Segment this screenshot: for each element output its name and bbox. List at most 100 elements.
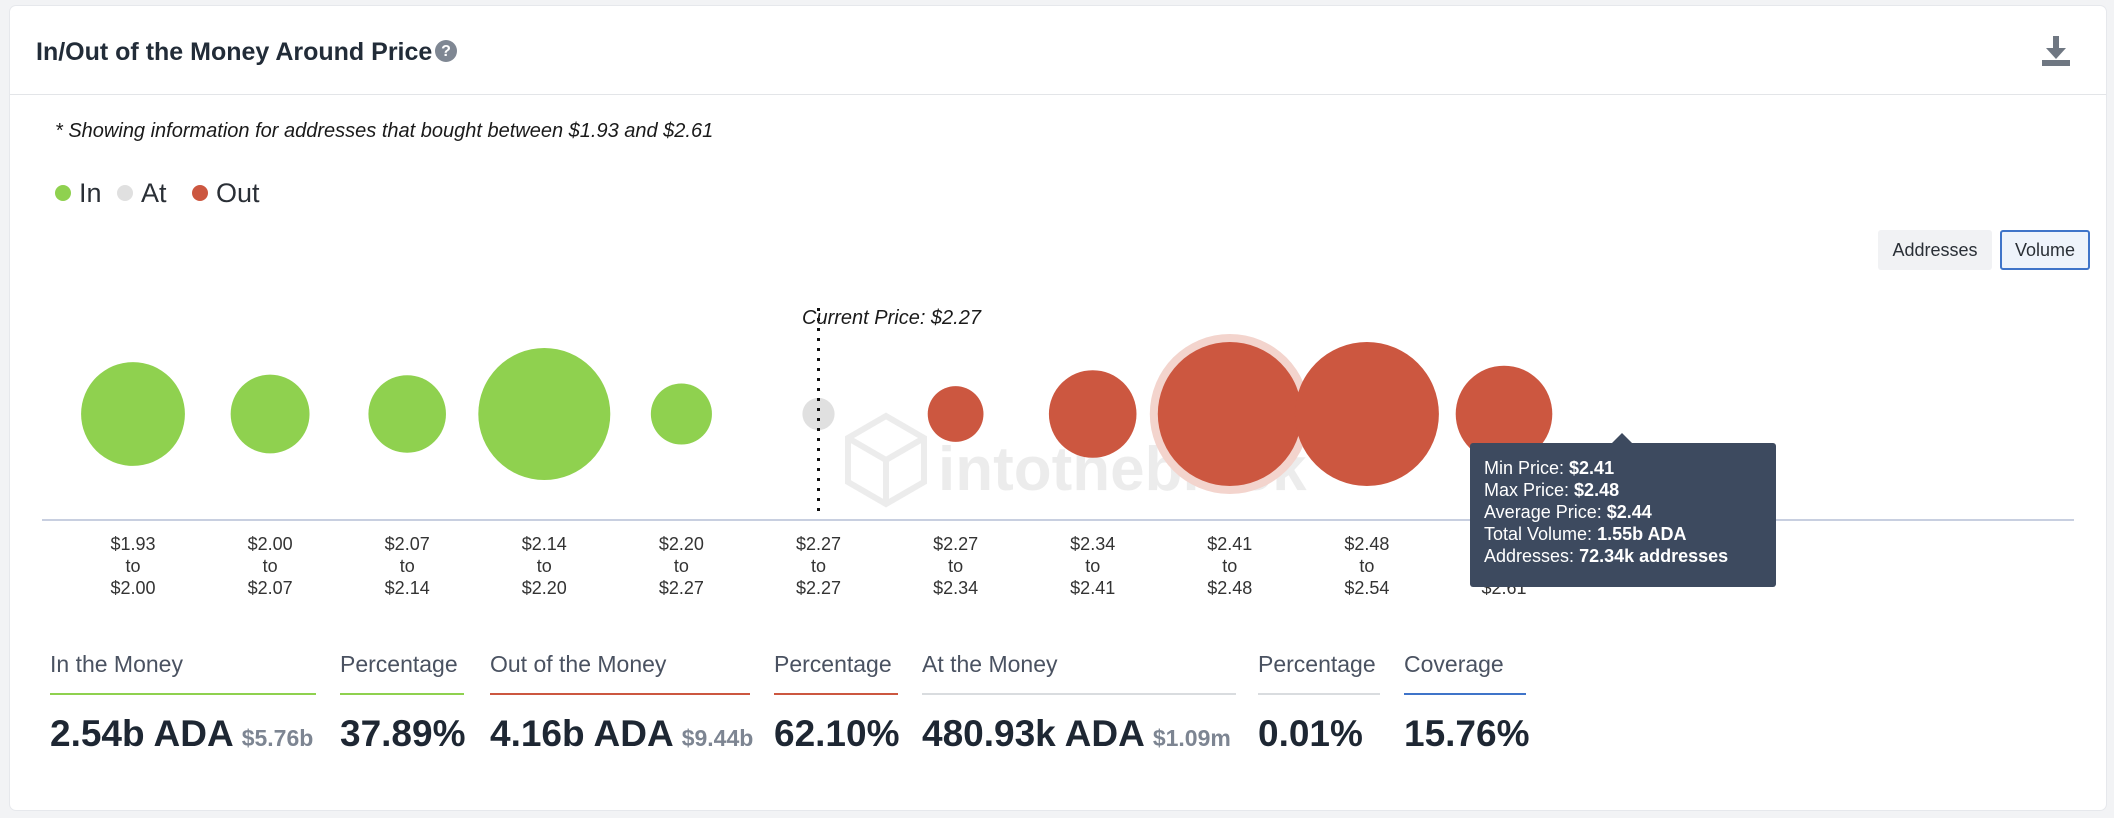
x-tick-label: $2.14 bbox=[522, 534, 567, 554]
x-tick-label: $2.00 bbox=[110, 578, 155, 598]
x-tick-label: $2.00 bbox=[248, 534, 293, 554]
x-tick-label-to: to bbox=[400, 556, 415, 576]
stat-label: Out of the Money bbox=[490, 651, 667, 677]
x-tick-label-to: to bbox=[811, 556, 826, 576]
tooltip-min-price: $2.41 bbox=[1569, 458, 1615, 478]
stat-usd-value: $9.44b bbox=[681, 725, 754, 751]
stat-label: In the Money bbox=[50, 651, 183, 677]
x-tick-label-to: to bbox=[1359, 556, 1374, 576]
x-tick-label: $2.27 bbox=[659, 578, 704, 598]
stat-underline bbox=[340, 693, 464, 695]
download-icon[interactable] bbox=[2040, 34, 2072, 68]
stat-underline bbox=[922, 693, 1236, 695]
x-tick-label: $2.48 bbox=[1207, 578, 1252, 598]
x-tick-label: $2.48 bbox=[1344, 534, 1389, 554]
tooltip-avg-price-label: Average Price: bbox=[1484, 502, 1602, 522]
addresses-toggle-button[interactable]: Addresses bbox=[1878, 230, 1992, 270]
stat-usd-value: $5.76b bbox=[241, 725, 314, 751]
x-tick-label-to: to bbox=[125, 556, 140, 576]
legend-label-out: Out bbox=[216, 177, 260, 208]
tooltip-arrow bbox=[1612, 433, 1632, 443]
question-circle-icon[interactable]: ? bbox=[434, 39, 458, 63]
x-tick-label: $2.41 bbox=[1207, 534, 1252, 554]
legend-label-at: At bbox=[141, 177, 167, 208]
stat-in-percentage: Percentage 37.89% bbox=[340, 651, 466, 755]
stat-label: Coverage bbox=[1404, 651, 1504, 677]
svg-text:?: ? bbox=[441, 43, 451, 60]
legend-label-in: In bbox=[79, 177, 102, 208]
x-tick-label: $2.14 bbox=[385, 578, 430, 598]
legend-dot-in bbox=[55, 185, 71, 201]
bubble-out[interactable] bbox=[1455, 365, 1553, 463]
stat-underline bbox=[50, 693, 316, 695]
tooltip-max-price-label: Max Price: bbox=[1484, 480, 1570, 500]
bubble-at[interactable] bbox=[802, 397, 835, 431]
x-tick-label: $2.34 bbox=[1070, 534, 1115, 554]
stat-value: 62.10% bbox=[774, 713, 900, 754]
card-header: In/Out of the Money Around Price ? bbox=[10, 6, 2106, 95]
x-tick-label: $2.41 bbox=[1070, 578, 1115, 598]
x-tick-label: $2.34 bbox=[933, 578, 978, 598]
tooltip-max-price: $2.48 bbox=[1574, 480, 1620, 500]
stat-label: Percentage bbox=[340, 651, 458, 677]
stat-underline bbox=[1404, 693, 1526, 695]
x-tick-label: $2.07 bbox=[248, 578, 293, 598]
tooltip-addresses-label: Addresses: bbox=[1484, 546, 1575, 566]
tooltip-total-volume: 1.55b ADA bbox=[1597, 524, 1687, 544]
stat-coverage: Coverage 15.76% bbox=[1404, 651, 1530, 755]
tooltip-addresses: 72.34k addresses bbox=[1579, 546, 1729, 566]
stat-value: 0.01% bbox=[1258, 713, 1363, 754]
x-tick-label-to: to bbox=[1222, 556, 1237, 576]
current-price-label: Current Price: $2.27 bbox=[802, 307, 982, 329]
x-tick-label: $2.27 bbox=[796, 578, 841, 598]
range-note: * Showing information for addresses that… bbox=[55, 120, 714, 142]
bubble-in[interactable] bbox=[478, 348, 611, 480]
stat-underline bbox=[1258, 693, 1380, 695]
chart-card: In/Out of the Money Around Price ? * Sho… bbox=[10, 6, 2106, 810]
stat-at-percentage: Percentage 0.01% bbox=[1258, 651, 1380, 755]
x-tick-label: $2.20 bbox=[522, 578, 567, 598]
x-tick-label: $1.93 bbox=[110, 534, 155, 554]
stat-out-of-the-money: Out of the Money 4.16b ADA $9.44b bbox=[490, 651, 753, 755]
stat-underline bbox=[774, 693, 898, 695]
stat-value: 15.76% bbox=[1404, 713, 1530, 754]
bubble-in[interactable] bbox=[81, 362, 185, 466]
x-tick-label-to: to bbox=[674, 556, 689, 576]
bubble-in[interactable] bbox=[368, 375, 446, 453]
legend-item-in[interactable]: In bbox=[55, 178, 102, 208]
stat-value: 37.89% bbox=[340, 713, 466, 754]
legend-dot-out bbox=[192, 185, 208, 201]
volume-toggle-button[interactable]: Volume bbox=[2000, 230, 2090, 270]
stat-label: At the Money bbox=[922, 651, 1058, 677]
bubble-in[interactable] bbox=[230, 374, 310, 454]
bubble-chart: intotheblock $1.93to$2.00$2.00to$2.07$2.… bbox=[42, 307, 2074, 598]
x-tick-label: $2.27 bbox=[796, 534, 841, 554]
x-tick-label: $2.20 bbox=[659, 534, 704, 554]
card-title: In/Out of the Money Around Price bbox=[36, 38, 433, 66]
stat-out-percentage: Percentage 62.10% bbox=[774, 651, 900, 755]
x-tick-label: $2.07 bbox=[385, 534, 430, 554]
legend-dot-at bbox=[117, 185, 133, 201]
tooltip-min-price-label: Min Price: bbox=[1484, 458, 1565, 478]
bubble-in[interactable] bbox=[650, 383, 712, 445]
bubble-out[interactable] bbox=[1157, 342, 1302, 486]
x-tick-label-to: to bbox=[948, 556, 963, 576]
x-tick-label: $2.27 bbox=[933, 534, 978, 554]
x-tick-label-to: to bbox=[263, 556, 278, 576]
x-tick-label-to: to bbox=[1085, 556, 1100, 576]
bubble-out[interactable] bbox=[1048, 370, 1137, 458]
bubble-tooltip: Min Price: $2.41 Max Price: $2.48 Averag… bbox=[1470, 433, 1776, 587]
legend-item-out[interactable]: Out bbox=[192, 178, 260, 208]
tooltip-avg-price: $2.44 bbox=[1606, 502, 1652, 522]
stat-value: 2.54b ADA bbox=[50, 713, 234, 754]
bubble-out[interactable] bbox=[927, 386, 984, 442]
stat-underline bbox=[490, 693, 750, 695]
stat-value: 480.93k ADA bbox=[922, 713, 1145, 754]
stat-label: Percentage bbox=[1258, 651, 1376, 677]
stat-at-the-money: At the Money 480.93k ADA $1.09m bbox=[922, 651, 1236, 755]
stat-usd-value: $1.09m bbox=[1152, 725, 1231, 751]
legend-item-at[interactable]: At bbox=[117, 178, 167, 208]
bubble-out[interactable] bbox=[1294, 342, 1439, 486]
tooltip-total-volume-label: Total Volume: bbox=[1484, 524, 1593, 544]
stat-label: Percentage bbox=[774, 651, 892, 677]
